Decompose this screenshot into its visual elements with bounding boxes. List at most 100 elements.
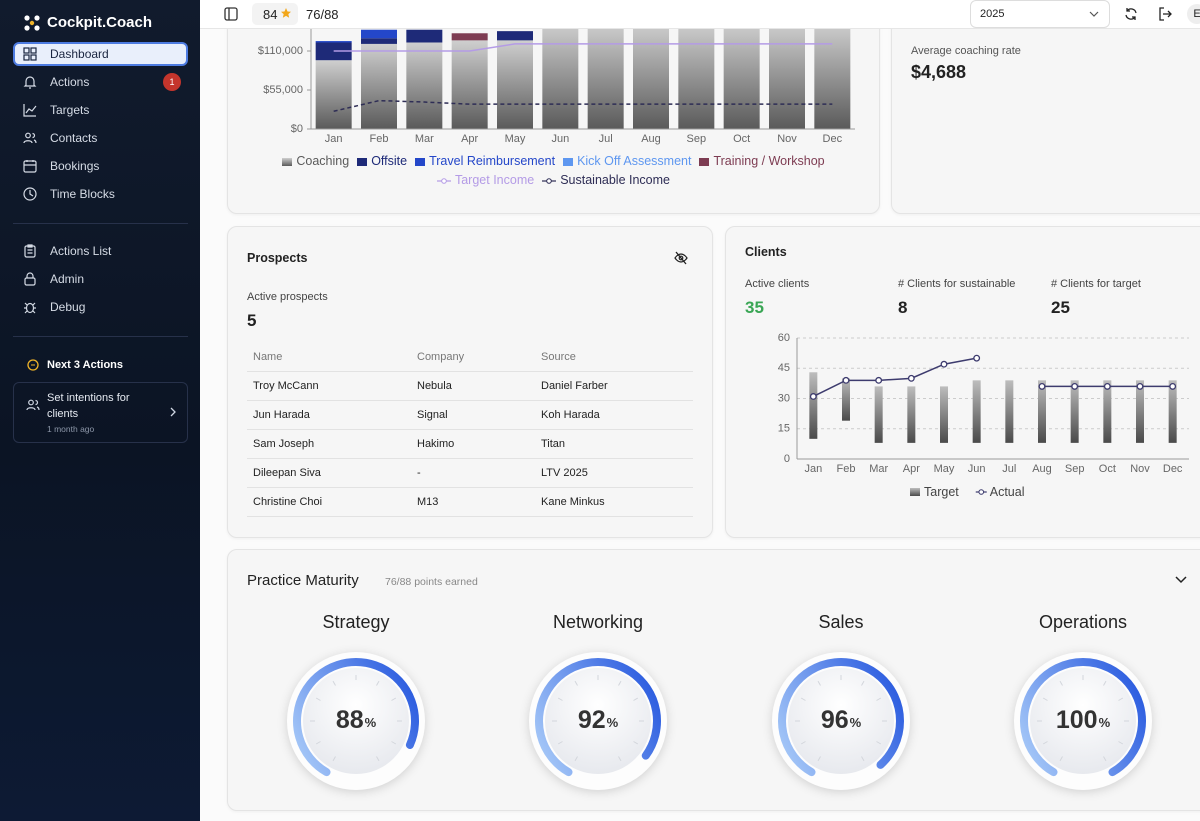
gauge-dial-decor xyxy=(633,697,639,701)
x-tick-label: Nov xyxy=(1130,463,1150,475)
nav-item[interactable]: Contacts xyxy=(13,124,188,152)
gauge-dial-decor xyxy=(817,756,821,762)
gauge-dial-decor xyxy=(1118,697,1124,701)
range-bar xyxy=(1005,380,1014,443)
nav-icon-shape xyxy=(30,54,37,61)
point xyxy=(842,376,850,384)
legend-label: Kick Off Assessment xyxy=(577,154,692,168)
gauge-dial-decor xyxy=(391,741,397,745)
gauge-arc xyxy=(778,658,904,777)
gauge-name: Sales xyxy=(818,612,864,632)
gauge-dial-decor xyxy=(376,756,380,762)
nav-item[interactable]: Time Blocks xyxy=(13,180,188,208)
logout-button[interactable] xyxy=(1158,7,1172,21)
collapse-button[interactable] xyxy=(1175,575,1187,585)
brand[interactable]: Cockpit.Coach xyxy=(24,14,152,31)
range-bar xyxy=(1103,380,1112,443)
table-cell: Kane Minkus xyxy=(535,487,693,517)
sidebar-toggle[interactable] xyxy=(224,7,238,21)
nav-icon xyxy=(23,104,37,117)
bar-segment xyxy=(723,22,760,129)
refresh-button[interactable] xyxy=(1124,7,1138,21)
nav-icon-shape xyxy=(24,302,36,314)
legend-item[interactable]: Kick Off Assessment xyxy=(563,152,691,171)
range-bar xyxy=(1038,380,1046,443)
x-tick-label: Apr xyxy=(903,463,920,475)
nav-item[interactable]: Debug xyxy=(13,293,188,321)
stat-value: 8 xyxy=(898,298,908,317)
nav-icon-shape xyxy=(24,160,36,166)
nav-item[interactable]: Actions 1 xyxy=(13,68,188,96)
next-actions-title: Next 3 Actions xyxy=(27,359,123,371)
column-header: Name xyxy=(247,343,411,372)
range-bar xyxy=(907,386,916,443)
nav-icon-shape xyxy=(23,187,37,201)
table-row[interactable]: Dileepan Siva - LTV 2025 xyxy=(247,458,693,488)
legend-item[interactable]: Training / Workshop xyxy=(699,152,825,171)
legend-item[interactable]: Travel Reimbursement xyxy=(415,152,555,171)
nav-item[interactable]: Dashboard xyxy=(13,42,188,66)
gauge: 96% xyxy=(772,652,910,790)
gauge-name: Operations xyxy=(1038,612,1128,632)
gauge-dial-decor xyxy=(557,741,563,745)
legend-label[interactable]: Actual xyxy=(990,485,1025,499)
gauge: 100% xyxy=(1014,652,1152,790)
legend-item[interactable]: Coaching xyxy=(282,152,349,171)
nav-item[interactable]: Actions List xyxy=(13,237,188,265)
nav-icon-shape xyxy=(30,47,37,54)
revenue-card: $0 $55,000 $110,000 Jan Feb Mar Apr May Jun Jul Au… xyxy=(227,0,880,214)
legend-label: Coaching xyxy=(296,154,350,168)
table-row[interactable]: Christine Choi M13 Kane Minkus xyxy=(247,487,693,517)
stat-value: 35 xyxy=(745,298,764,317)
next-action-title: Set intentions for clients xyxy=(47,392,130,420)
line-series xyxy=(333,99,833,113)
table-row[interactable]: Troy McCann Nebula Daniel Farber xyxy=(247,371,693,401)
x-tick-label: Sep xyxy=(1065,463,1085,475)
gauge-label: 100% xyxy=(1056,706,1111,734)
legend-item[interactable]: Offsite xyxy=(357,152,407,171)
bar-segment xyxy=(814,22,851,129)
table-row[interactable]: Jun Harada Signal Koh Harada xyxy=(247,400,693,430)
gauge-dial-decor xyxy=(315,697,321,701)
bar-segment xyxy=(315,60,352,129)
table-cell: Troy McCann xyxy=(247,371,411,401)
practice-maturity-title: Practice Maturity xyxy=(247,572,359,589)
next-action-card[interactable]: Set intentions for clients 1 month ago xyxy=(13,382,188,443)
legend-item[interactable]: Sustainable Income xyxy=(542,171,670,190)
icon-shape-shape xyxy=(26,399,40,411)
bar-segment xyxy=(451,33,488,41)
star-icon-shape xyxy=(281,8,291,18)
icon-shape xyxy=(26,399,40,411)
bar-segment xyxy=(633,22,669,129)
next-action-time: 1 month ago xyxy=(47,424,95,434)
avatar[interactable]: E xyxy=(1187,4,1200,24)
x-tick-label: Oct xyxy=(733,133,750,145)
legend-label[interactable]: Target xyxy=(924,485,959,499)
legend: Coaching Offsite Travel Reimbursement Kick … xyxy=(228,152,879,171)
brand-logo-shape-shape xyxy=(24,24,30,31)
nav-icon xyxy=(23,76,37,89)
gauge-dial-decor xyxy=(557,697,563,701)
table-cell: Sam Joseph xyxy=(247,429,411,459)
gauge-dial-decor xyxy=(1118,741,1124,745)
nav-item[interactable]: Targets xyxy=(13,96,188,124)
nav-icon xyxy=(23,187,37,201)
nav-item[interactable]: Bookings xyxy=(13,152,188,180)
hide-button-shape xyxy=(675,251,687,265)
bar-segment xyxy=(361,38,397,44)
stat-label: Active clients xyxy=(745,278,810,290)
revenue-chart: $0 $55,000 $110,000 Jan Feb Mar Apr May Jun Jul Au… xyxy=(258,12,855,145)
table-row[interactable]: Sam Joseph Hakimo Titan xyxy=(247,429,693,459)
hide-button[interactable] xyxy=(674,251,688,265)
legend-item[interactable]: Target Income xyxy=(436,171,534,190)
nav-item[interactable]: Admin xyxy=(13,265,188,293)
x-tick-label: Dec xyxy=(823,133,843,145)
gauge: 88% xyxy=(287,652,425,790)
year-select[interactable]: 2025 xyxy=(970,0,1110,28)
legend-icon xyxy=(542,177,557,184)
bar-segment xyxy=(361,43,397,130)
table-cell: Dileepan Siva xyxy=(247,458,411,488)
range-bar xyxy=(1168,380,1177,443)
nav: Dashboard Actions 1 Targets Contacts Bookings… xyxy=(13,40,188,208)
